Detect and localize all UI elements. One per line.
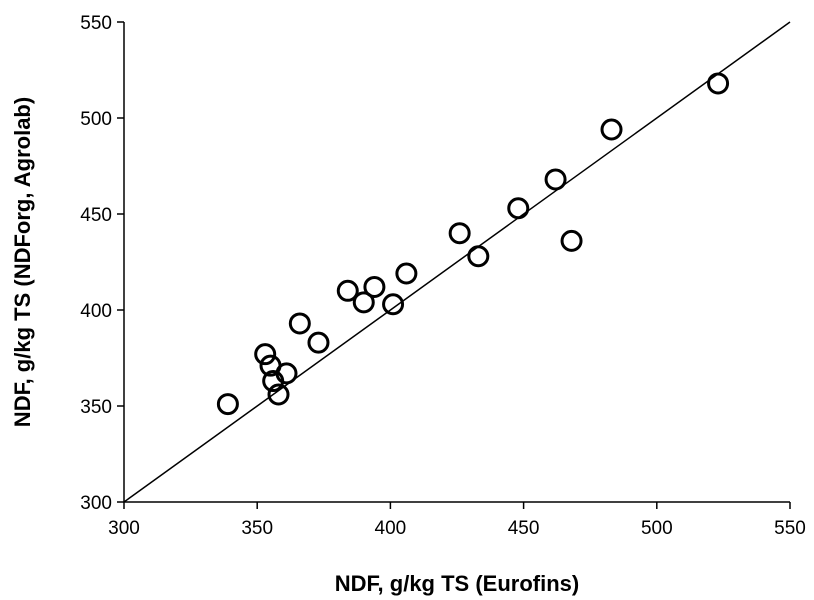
x-tick-label: 400 <box>375 518 407 539</box>
x-tick-label: 350 <box>241 518 273 539</box>
data-point <box>336 279 359 302</box>
data-point <box>267 383 290 406</box>
data-point <box>467 245 490 268</box>
data-point <box>507 197 530 220</box>
y-axis-title: NDF, g/kg TS (NDForg, Agrolab) <box>10 97 35 427</box>
y-tick-label: 300 <box>80 493 112 514</box>
y-tick-label: 550 <box>80 13 112 34</box>
data-points <box>216 72 730 416</box>
data-point <box>288 312 311 335</box>
data-point <box>363 275 386 298</box>
data-point <box>544 168 567 191</box>
data-point <box>560 229 583 252</box>
x-tick-label: 450 <box>508 518 540 539</box>
data-point <box>448 222 471 245</box>
x-axis-title: NDF, g/kg TS (Eurofins) <box>335 571 579 596</box>
data-point <box>352 291 375 314</box>
x-tick-label: 300 <box>108 518 140 539</box>
y-tick-label: 400 <box>80 301 112 322</box>
reference-line-layer <box>123 21 791 503</box>
data-point <box>254 343 277 366</box>
axes <box>123 22 790 503</box>
y-tick-label: 350 <box>80 397 112 418</box>
y-ticks: 300 350 400 450 500 550 <box>80 13 124 514</box>
data-point <box>216 393 239 416</box>
reference-line <box>123 21 791 503</box>
y-tick-label: 500 <box>80 109 112 130</box>
data-point <box>707 72 730 95</box>
y-tick-label: 450 <box>80 205 112 226</box>
x-ticks: 300 350 400 450 500 550 <box>108 502 806 539</box>
x-tick-label: 500 <box>641 518 673 539</box>
data-point <box>395 262 418 285</box>
x-tick-label: 550 <box>774 518 806 539</box>
data-point <box>382 293 405 316</box>
data-point <box>275 362 298 385</box>
data-point <box>307 331 330 354</box>
data-point <box>600 118 623 141</box>
